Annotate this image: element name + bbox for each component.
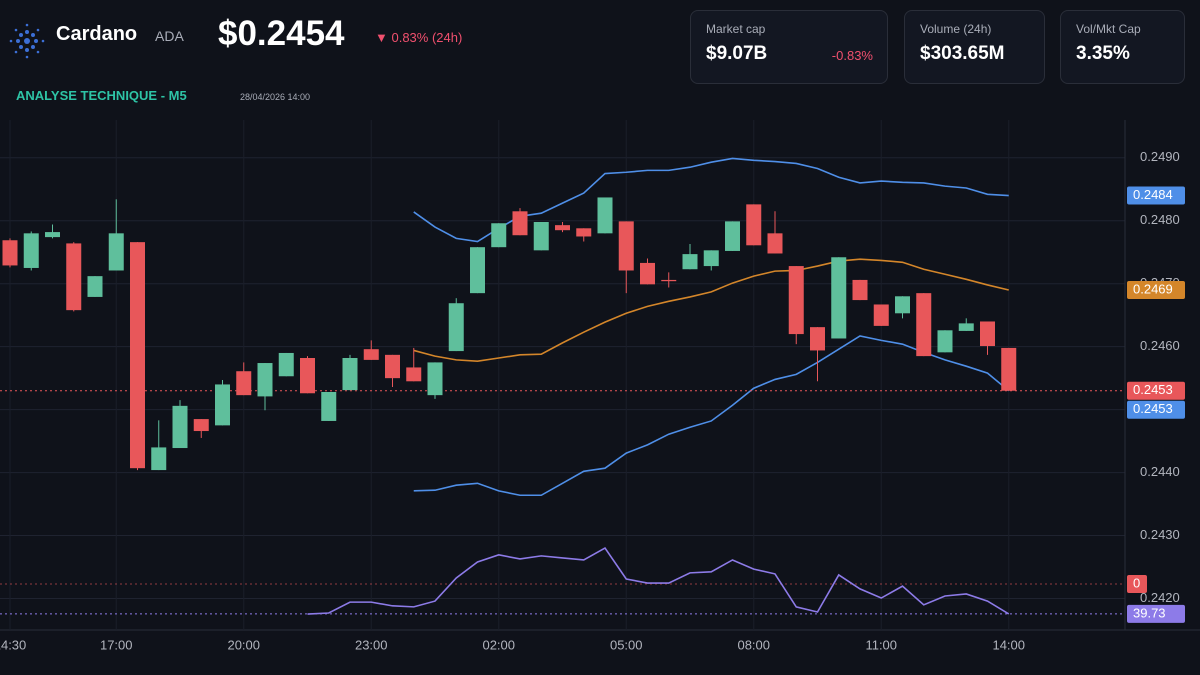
candle-body xyxy=(87,276,103,297)
logo xyxy=(9,23,45,59)
stat-label: Market cap xyxy=(706,22,766,36)
candle-body xyxy=(533,222,549,251)
y-tick-label: 0.2440 xyxy=(1140,464,1180,479)
candle-body xyxy=(597,197,613,234)
value-label: 0.2453 xyxy=(1133,401,1173,416)
candle-body xyxy=(895,296,910,314)
candle-body xyxy=(193,419,209,432)
value-label-box xyxy=(1127,186,1185,205)
value-label-box xyxy=(1127,400,1185,419)
band-line xyxy=(413,258,1009,362)
candle-body xyxy=(810,327,825,351)
candle-body xyxy=(831,257,847,339)
candle-body xyxy=(278,352,294,377)
candle-body xyxy=(873,304,889,326)
section-title: ANALYSE TECHNIQUE - M5 xyxy=(16,88,187,103)
candle-body xyxy=(661,279,677,282)
candle-body xyxy=(321,392,337,421)
candle-body xyxy=(257,363,273,397)
candle-body xyxy=(470,247,485,294)
coin-price: $0.2454 xyxy=(218,14,345,53)
candle-body xyxy=(980,321,995,347)
value-label-box xyxy=(1127,381,1185,400)
candle-body xyxy=(725,221,740,251)
stat-card: Market cap $9.07B -0.83% xyxy=(690,10,888,84)
stat-value: 3.35% xyxy=(1076,43,1130,64)
value-label-box xyxy=(1127,604,1185,623)
candle-body xyxy=(618,221,634,271)
candle-body xyxy=(406,367,422,382)
x-tick-label: 11:00 xyxy=(865,637,897,652)
band-line xyxy=(413,335,1010,497)
candle-body xyxy=(427,362,443,396)
candle-body xyxy=(1001,347,1017,391)
candle-body xyxy=(130,242,145,469)
x-tick-label: 05:00 xyxy=(610,637,643,652)
candle-body xyxy=(342,358,358,391)
y-tick-label: 0.2430 xyxy=(1140,527,1180,542)
candle-body xyxy=(172,405,188,449)
y-tick-label: 0.2420 xyxy=(1140,590,1180,605)
candle-body xyxy=(958,323,974,331)
timestamp: 28/04/2026 14:00 xyxy=(240,92,311,102)
candle-body xyxy=(576,228,592,237)
candle-body xyxy=(108,233,124,271)
candle-body xyxy=(852,279,868,301)
price-change: ▼ 0.83% (24h) xyxy=(375,30,463,45)
x-tick-label: 14:30 xyxy=(0,637,26,652)
candle-body xyxy=(512,211,528,236)
coin-name: Cardano xyxy=(56,23,138,45)
value-label: 0.2469 xyxy=(1133,281,1173,296)
candle-body xyxy=(2,240,18,266)
candle-body xyxy=(363,349,379,360)
value-label: 0.2453 xyxy=(1133,382,1173,397)
candle-body xyxy=(385,354,400,379)
candle-body xyxy=(746,204,762,246)
candle-body xyxy=(23,233,39,268)
x-tick-label: 17:00 xyxy=(100,637,133,652)
candle-body xyxy=(555,225,570,231)
stat-value: $9.07B xyxy=(706,43,768,64)
value-label-box xyxy=(1127,575,1147,593)
indicator-line xyxy=(307,547,1010,615)
x-tick-label: 14:00 xyxy=(992,637,1025,652)
value-label: 0.2484 xyxy=(1133,187,1173,202)
y-tick-label: 0.2460 xyxy=(1140,338,1180,353)
x-tick-label: 08:00 xyxy=(737,637,770,652)
x-tick-label: 20:00 xyxy=(227,637,260,652)
candle-body xyxy=(491,223,507,248)
candle-body xyxy=(767,233,783,254)
candle-body xyxy=(937,330,953,353)
candle-body xyxy=(703,250,719,267)
candle-body xyxy=(916,293,932,357)
coin-symbol: ADA xyxy=(155,28,184,44)
value-label: 0 xyxy=(1133,575,1140,590)
y-tick-label: 0.2480 xyxy=(1140,212,1180,227)
candle-body xyxy=(66,243,82,311)
stat-card: Vol/Mkt Cap 3.35% xyxy=(1060,10,1185,84)
candle-body xyxy=(682,254,698,270)
stat-label: Volume (24h) xyxy=(920,22,992,36)
candle-body xyxy=(640,262,655,285)
candle-body xyxy=(236,371,252,396)
candle-body xyxy=(215,384,230,426)
candle-body xyxy=(788,266,804,335)
x-tick-label: 23:00 xyxy=(355,637,388,652)
candle-body xyxy=(448,303,464,352)
candle-body xyxy=(151,447,167,471)
value-label-box xyxy=(1127,281,1185,299)
value-label: 39.73 xyxy=(1133,605,1166,620)
stat-label: Vol/Mkt Cap xyxy=(1076,22,1141,36)
stat-change: -0.83% xyxy=(831,48,873,63)
y-tick-label: 0.2490 xyxy=(1140,149,1180,164)
stat-value: $303.65M xyxy=(920,43,1005,64)
stat-card: Volume (24h) $303.65M xyxy=(904,10,1045,84)
candle-body xyxy=(45,232,60,238)
x-tick-label: 02:00 xyxy=(482,637,515,652)
candle-body xyxy=(300,358,315,394)
